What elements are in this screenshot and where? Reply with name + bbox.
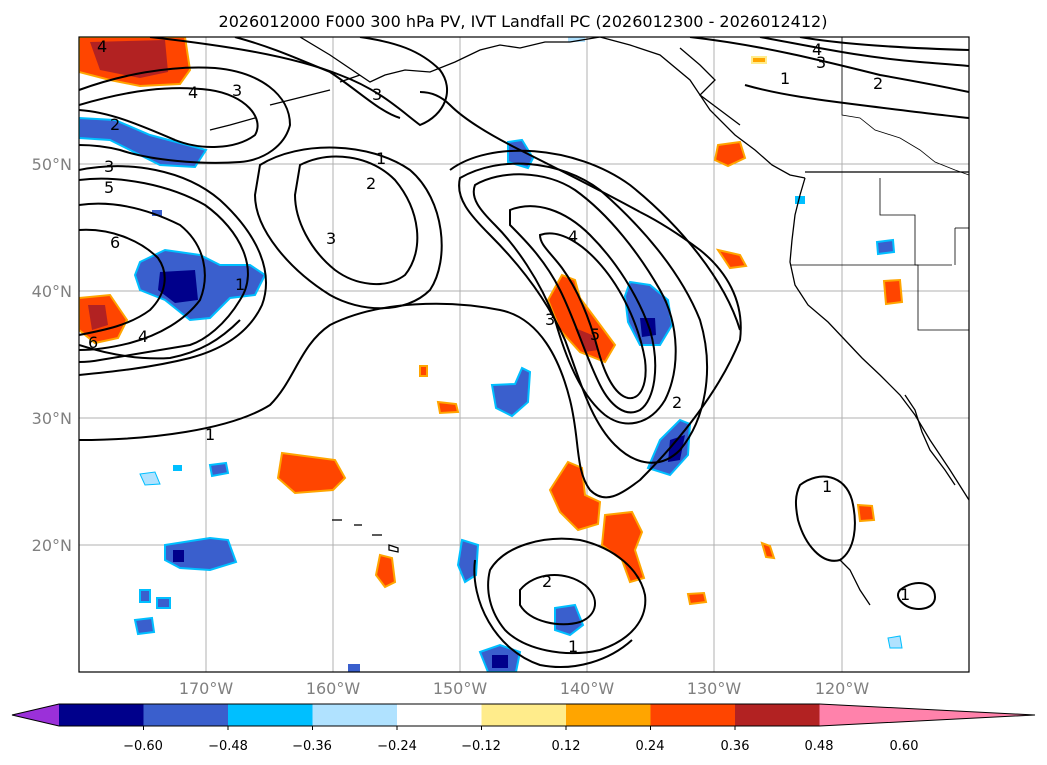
colorbar-segment <box>397 704 482 726</box>
contour-label: 2 <box>366 174 376 193</box>
contour-label: 1 <box>780 69 790 88</box>
figure-title: 2026012000 F000 300 hPa PV, IVT Landfall… <box>219 12 828 31</box>
contour-label: 3 <box>104 157 114 176</box>
colorbar-tick-label: 0.48 <box>805 739 834 754</box>
contour-label: 1 <box>900 585 910 604</box>
colorbar-segment <box>143 704 229 726</box>
contour-label: 5 <box>104 178 114 197</box>
colorbar-segment <box>228 704 313 726</box>
contour-label: 3 <box>232 81 242 100</box>
contour-label: 1 <box>235 275 245 294</box>
contour-label: 4 <box>97 37 107 56</box>
lon-label: 140°W <box>560 679 615 698</box>
colorbar-tick-label: 0.12 <box>552 739 581 754</box>
colorbar-outline <box>11 703 1036 727</box>
lat-label: 30°N <box>32 409 72 428</box>
lon-label: 120°W <box>815 679 870 698</box>
gridlines <box>79 37 969 672</box>
positive-anomaly-fills <box>79 37 904 606</box>
contour-label: 1 <box>376 149 386 168</box>
contour-label: 4 <box>188 83 198 102</box>
contour-label: 4 <box>138 327 148 346</box>
colorbar-tick-label: 0.24 <box>636 739 665 754</box>
longitude-labels: 170°W 160°W 150°W 140°W 130°W 120°W <box>179 679 870 698</box>
contour-label: 2 <box>672 393 682 412</box>
map-panel: 4 4 3 3 2 3 5 6 2 3 1 4 6 1 4 5 3 2 1 2 … <box>79 37 969 672</box>
contour-label: 1 <box>568 637 578 656</box>
colorbar-extend-low <box>12 704 59 726</box>
lat-label: 20°N <box>32 536 72 555</box>
colorbar <box>11 703 1036 730</box>
map-frame <box>78 36 970 673</box>
lat-label: 50°N <box>32 155 72 174</box>
state-borders <box>790 37 969 331</box>
colorbar-tick-label: −0.24 <box>377 739 417 754</box>
colorbar-segment <box>566 704 651 726</box>
contour-label: 3 <box>816 53 826 72</box>
contour-label: 3 <box>545 310 555 329</box>
colorbar-tick-label: 0.36 <box>721 739 750 754</box>
contour-label: 3 <box>326 229 336 248</box>
contour-label: 4 <box>568 227 578 246</box>
lon-label: 130°W <box>687 679 742 698</box>
colorbar-tick-label: 0.60 <box>890 739 919 754</box>
contour-label: 2 <box>542 572 552 591</box>
coastlines <box>209 37 969 606</box>
colorbar-segment <box>59 704 144 726</box>
colorbar-tick-label: −0.48 <box>208 739 248 754</box>
contour-label: 3 <box>372 85 382 104</box>
contour-label: 2 <box>110 115 120 134</box>
contour-label: 6 <box>110 233 120 252</box>
colorbar-tick-label: −0.36 <box>292 739 332 754</box>
contour-lines <box>79 37 969 668</box>
contour-label: 2 <box>873 74 883 93</box>
contour-label: 5 <box>590 325 600 344</box>
contour-label: 1 <box>205 425 215 444</box>
colorbar-segment <box>735 704 820 726</box>
contour-label: 1 <box>822 477 832 496</box>
colorbar-segment <box>650 704 736 726</box>
contour-label: 6 <box>88 333 98 352</box>
lon-label: 150°W <box>433 679 488 698</box>
colorbar-tick-label: −0.12 <box>461 739 501 754</box>
colorbar-tick-label: −0.60 <box>123 739 163 754</box>
colorbar-extend-high <box>819 704 1035 726</box>
colorbar-segment <box>481 704 567 726</box>
lat-label: 40°N <box>32 282 72 301</box>
colorbar-segment <box>312 704 398 726</box>
contour-label-group: 4 4 3 3 2 3 5 6 2 3 1 4 6 1 4 5 3 2 1 2 … <box>88 37 910 656</box>
contour-label: 4 <box>812 40 822 59</box>
lon-label: 160°W <box>306 679 361 698</box>
lon-label: 170°W <box>179 679 234 698</box>
colorbar-tick-labels: −0.60 −0.48 −0.36 −0.24 −0.12 0.12 0.24 … <box>123 739 918 754</box>
latitude-labels: 50°N 40°N 30°N 20°N <box>32 155 72 555</box>
